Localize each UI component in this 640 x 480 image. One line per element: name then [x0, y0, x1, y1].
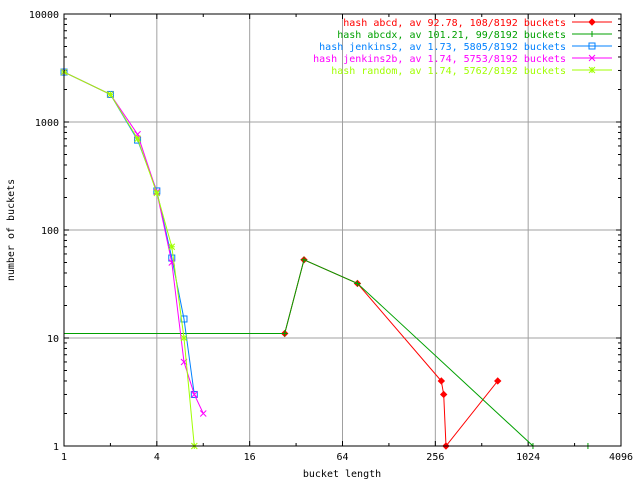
- tick-labels: 1 4 16 64 256 1024 4096 1 10 100 1000 10000: [29, 10, 633, 463]
- plot-frame: [63, 13, 622, 447]
- x-tick-label: 4: [154, 452, 160, 463]
- data-point: [300, 256, 307, 263]
- grid: [64, 14, 621, 446]
- data-point: [199, 410, 207, 417]
- legend-label: hash jenkins2b, av 1.74, 5753/8192 bucke…: [313, 54, 566, 65]
- data-point: [589, 31, 595, 37]
- data-point: [588, 54, 596, 62]
- data-point: [281, 330, 288, 337]
- data-point: [354, 280, 361, 287]
- data-point: [437, 377, 446, 385]
- data-point: [180, 334, 188, 342]
- y-tick-label: 1000: [35, 118, 59, 129]
- legend: hash abcd, av 92.78, 108/8192 bucketshas…: [313, 18, 612, 77]
- legend-entry: hash random, av 1.74, 5762/8192 buckets: [331, 66, 612, 77]
- data-point: [168, 243, 176, 251]
- data-point: [588, 18, 596, 26]
- x-axis-title: bucket length: [303, 469, 381, 480]
- legend-label: hash random, av 1.74, 5762/8192 buckets: [331, 66, 566, 77]
- x-tick-label: 256: [426, 452, 444, 463]
- data-point: [588, 66, 596, 74]
- y-tick-label: 10000: [29, 10, 59, 21]
- legend-entry: hash jenkins2, av 1.73, 5805/8192 bucket…: [319, 42, 612, 53]
- legend-entry: hash abcd, av 92.78, 108/8192 buckets: [343, 18, 612, 29]
- legend-entry: hash abcdx, av 101.21, 99/8192 buckets: [337, 30, 612, 41]
- data-point: [134, 135, 141, 143]
- data-point: [588, 42, 596, 50]
- y-axis-title: number of buckets: [6, 179, 17, 281]
- y-tick-label: 1: [53, 442, 59, 453]
- data-point: [439, 390, 448, 399]
- data-point: [190, 391, 198, 398]
- data-point: [153, 189, 161, 197]
- y-tick-label: 100: [41, 226, 59, 237]
- legend-label: hash abcdx, av 101.21, 99/8192 buckets: [337, 30, 566, 41]
- legend-label: hash jenkins2, av 1.73, 5805/8192 bucket…: [319, 42, 566, 53]
- x-tick-label: 16: [244, 452, 256, 463]
- legend-label: hash abcd, av 92.78, 108/8192 buckets: [343, 18, 566, 29]
- x-tick-label: 1024: [516, 452, 540, 463]
- x-tick-label: 4096: [609, 452, 633, 463]
- y-tick-label: 10: [47, 334, 59, 345]
- data-point: [107, 91, 114, 98]
- data-point: [494, 377, 502, 385]
- legend-entry: hash jenkins2b, av 1.74, 5753/8192 bucke…: [313, 54, 612, 65]
- x-tick-label: 64: [336, 452, 348, 463]
- data-point: [190, 390, 198, 398]
- x-tick-label: 1: [61, 452, 67, 463]
